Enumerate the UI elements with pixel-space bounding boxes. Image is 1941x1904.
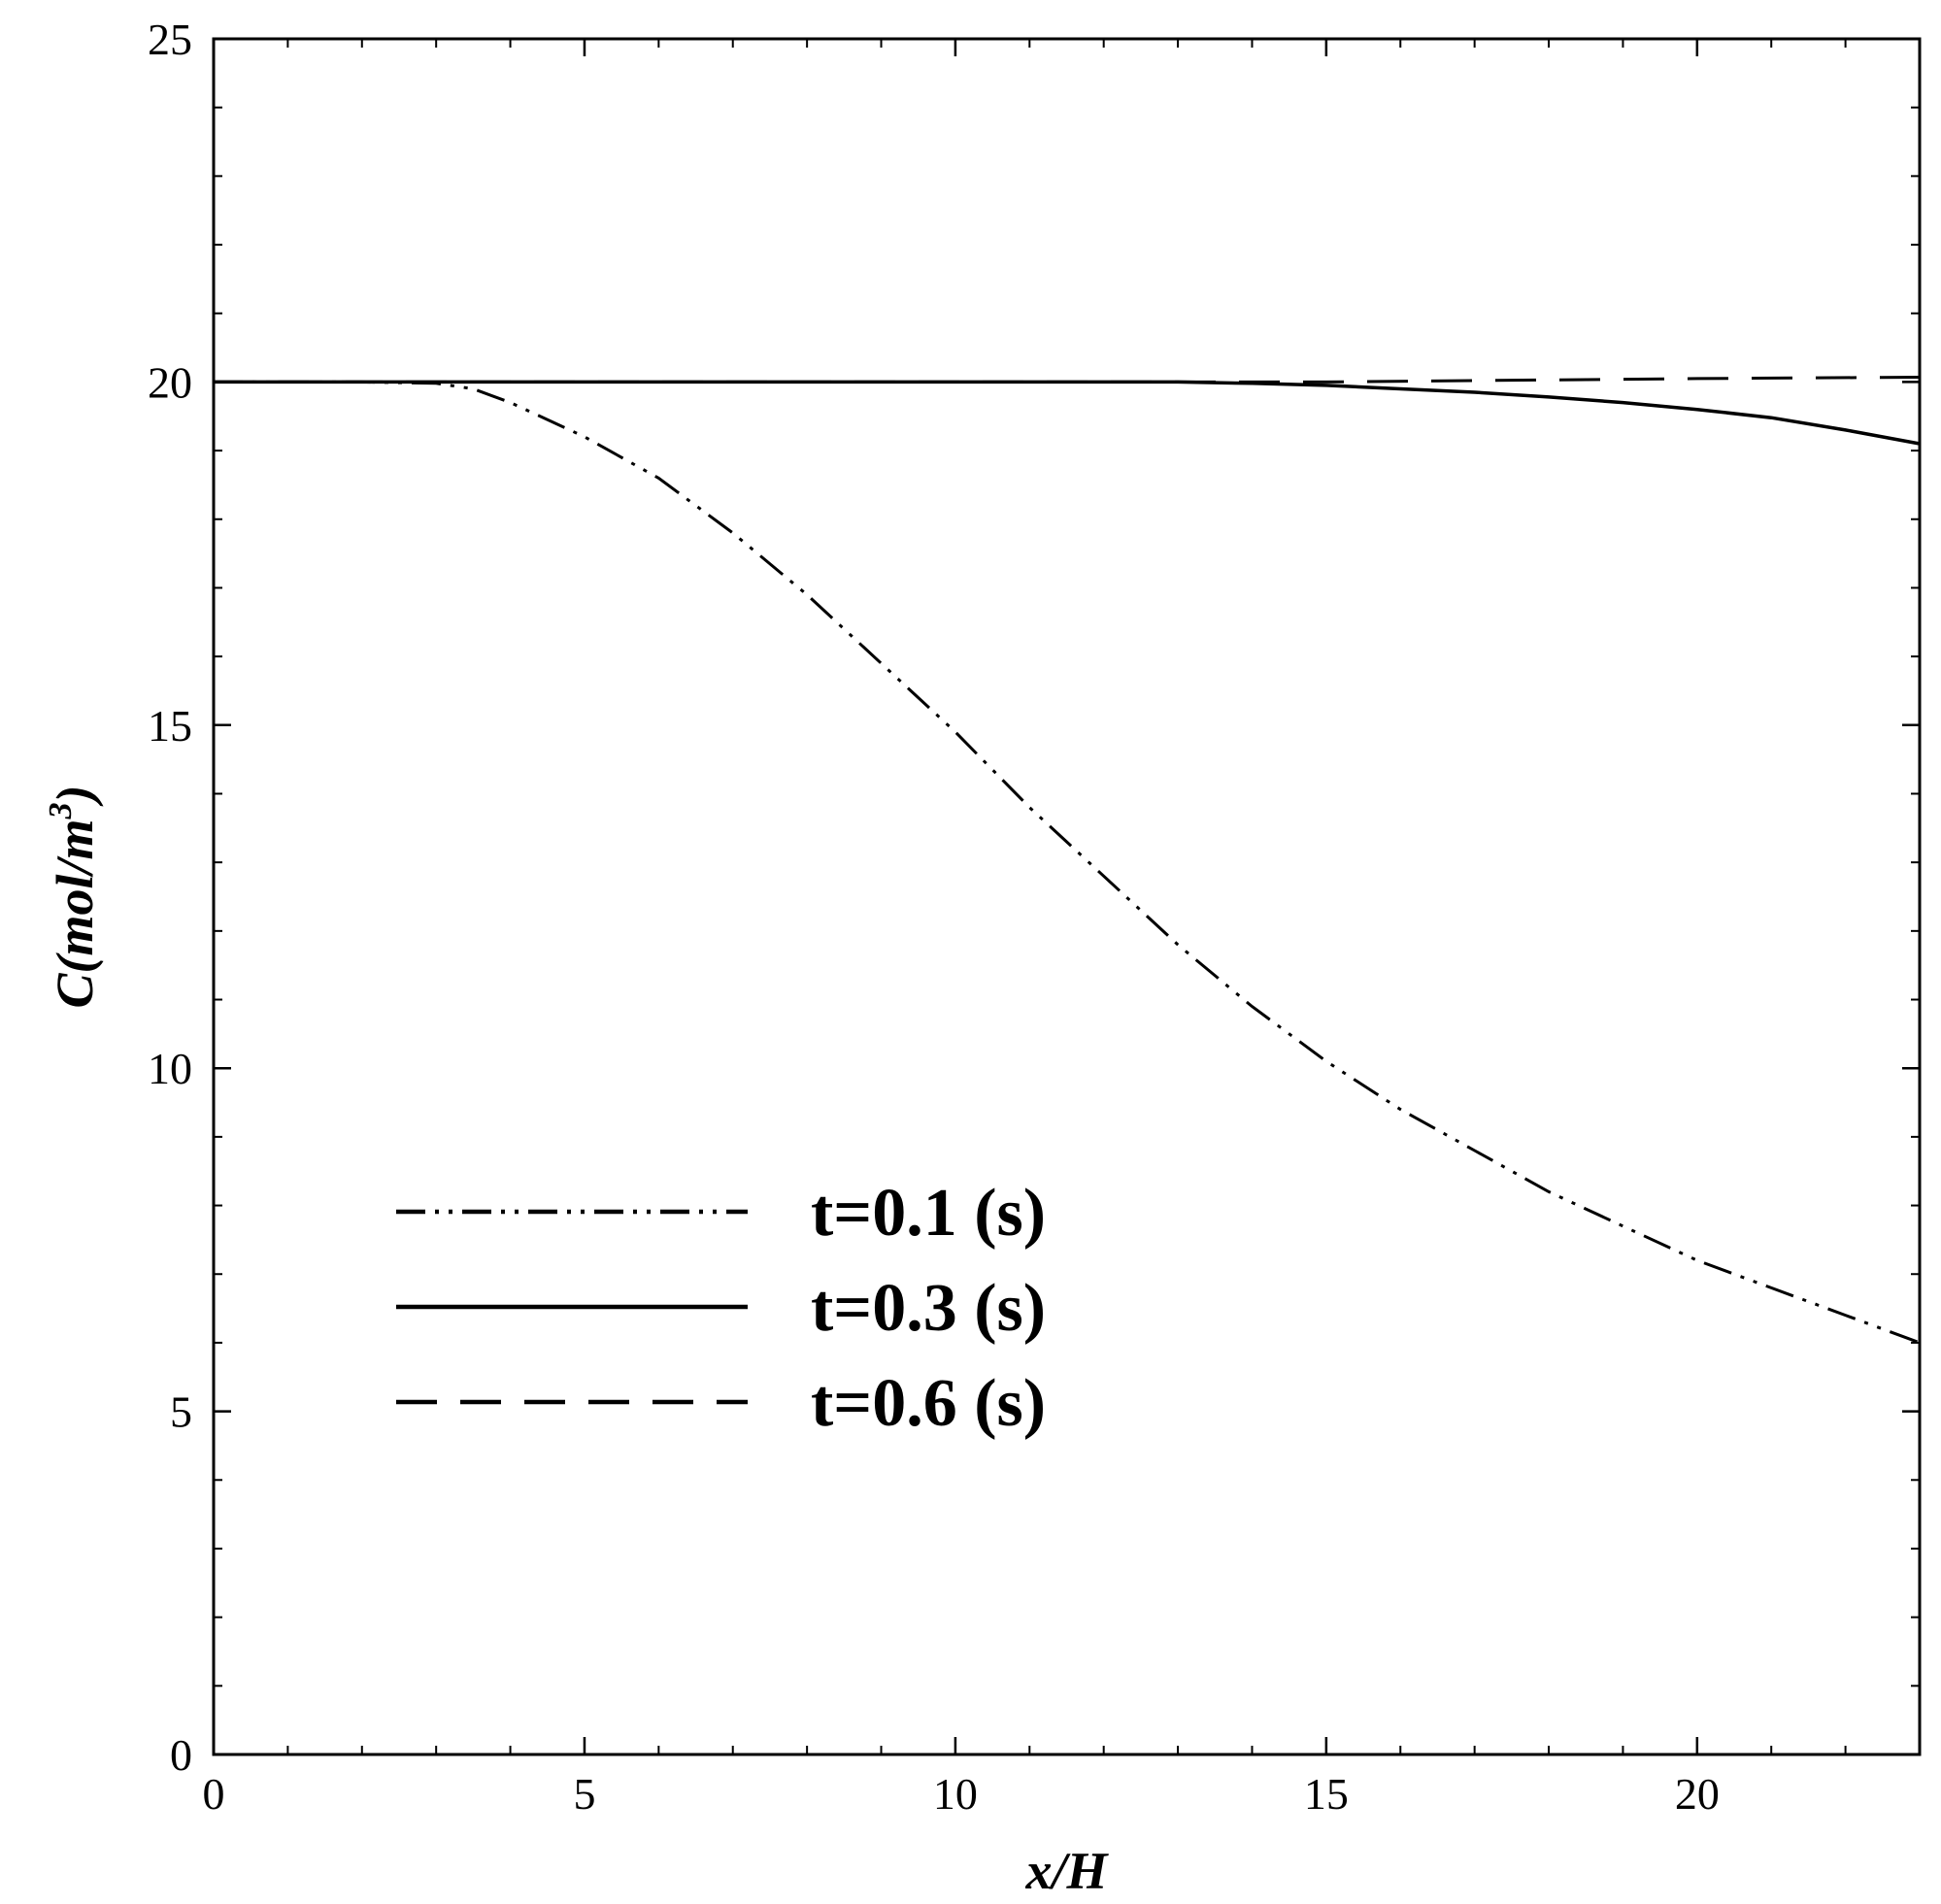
plot-frame <box>212 37 1922 1756</box>
y-tick-label: 25 <box>148 15 192 64</box>
y-tick-label: 5 <box>170 1387 192 1437</box>
x-tick-label: 20 <box>1675 1769 1720 1819</box>
x-axis-title: x/H <box>1024 1842 1109 1900</box>
x-tick-label: 10 <box>933 1769 978 1819</box>
x-tick-label: 0 <box>203 1769 225 1819</box>
y-tick-labels: 0 5 10 15 20 25 <box>148 15 192 1780</box>
series-line-3 <box>214 376 1921 384</box>
y-axis-title-superscript: 3 <box>43 802 79 819</box>
series-line-1 <box>214 380 1921 1345</box>
y-tick-label: 0 <box>170 1730 192 1780</box>
x-tick-labels: 0 5 10 15 20 <box>203 1769 1720 1819</box>
x-tick-label: 15 <box>1304 1769 1349 1819</box>
y-tick-label: 10 <box>148 1044 192 1093</box>
legend: t=0.1 (s) t=0.3 (s) t=0.6 (s) <box>396 1176 1046 1441</box>
y-tick-label: 15 <box>148 701 192 751</box>
y-axis-title-main: C(mol/m <box>46 818 104 1008</box>
y-tick-label: 20 <box>148 357 192 407</box>
series-lines <box>214 376 1921 1345</box>
x-tick-label: 5 <box>573 1769 595 1819</box>
legend-label-2: t=0.3 (s) <box>811 1271 1046 1346</box>
legend-label-3: t=0.6 (s) <box>811 1366 1046 1441</box>
y-axis-title: C(mol/m3) <box>43 785 104 1009</box>
series-line-2 <box>214 380 1921 446</box>
legend-label-1: t=0.1 (s) <box>811 1176 1046 1251</box>
minor-ticks <box>214 39 1921 1754</box>
major-ticks <box>212 37 1920 1756</box>
y-axis-title-close: ) <box>46 785 104 808</box>
